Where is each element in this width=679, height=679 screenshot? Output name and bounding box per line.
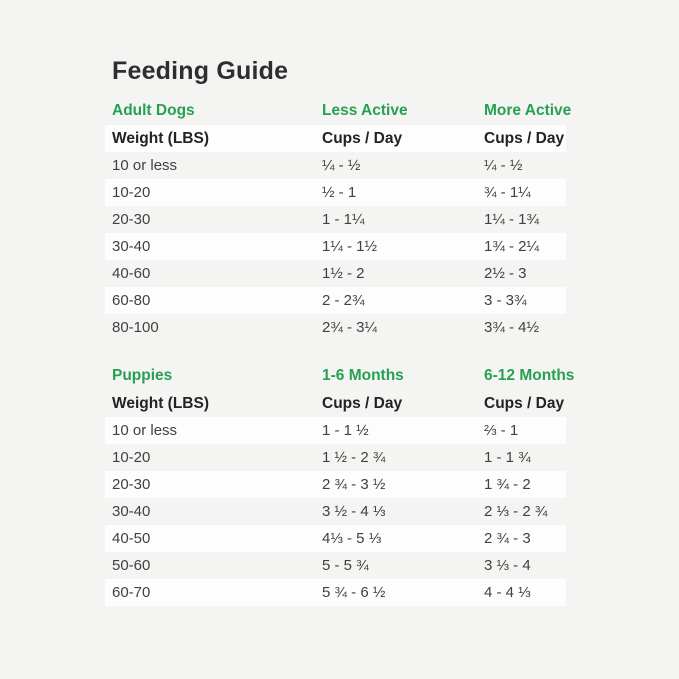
weight-cell: 30-40 bbox=[112, 503, 151, 520]
cups-cell-2: 1 - 1 ¾ bbox=[484, 449, 531, 466]
table-row: 30-40 1¼ - 1½ 1¾ - 2¼ bbox=[105, 233, 566, 260]
adult-dogs-activity-label-1: Less Active bbox=[322, 102, 408, 119]
weight-cell: 10 or less bbox=[112, 422, 178, 439]
weight-cell: 60-70 bbox=[112, 584, 151, 601]
cups-cell-2: 1¾ - 2¼ bbox=[484, 238, 540, 255]
table-row: 40-50 4⅓ - 5 ⅓ 2 ¾ - 3 bbox=[105, 525, 566, 552]
puppies-table: Puppies 1-6 Months 6-12 Months Weight (LBS)… bbox=[105, 367, 575, 606]
weight-cell: 80-100 bbox=[112, 319, 159, 336]
puppies-section-header-row: Puppies 1-6 Months 6-12 Months bbox=[105, 367, 575, 385]
cups-cell-2: ¾ - 1¼ bbox=[484, 184, 531, 201]
cups-cell-1: 5 - 5 ¾ bbox=[322, 557, 369, 574]
table-row: 10-20 ½ - 1 ¾ - 1¼ bbox=[105, 179, 566, 206]
cups-cell-2: 2 ¾ - 3 bbox=[484, 530, 531, 547]
weight-cell: 40-50 bbox=[112, 530, 151, 547]
table-row: 40-60 1½ - 2 2½ - 3 bbox=[105, 260, 566, 287]
cups-cell-2: 3 - 3¾ bbox=[484, 292, 527, 309]
adult-dogs-section-label: Adult Dogs bbox=[112, 102, 195, 119]
cups-cell-1: 2 ¾ - 3 ½ bbox=[322, 476, 386, 493]
cups-cell-2: 1¼ - 1¾ bbox=[484, 211, 540, 228]
adult-dogs-activity-label-2: More Active bbox=[484, 102, 572, 119]
table-row: 80-100 2¾ - 3¼ 3¾ - 4½ bbox=[105, 314, 566, 341]
adult-dogs-rows: Weight (LBS) Cups / Day Cups / Day 10 or le… bbox=[105, 125, 566, 341]
column-header-3: Cups / Day bbox=[484, 394, 565, 412]
weight-cell: 10-20 bbox=[112, 449, 151, 466]
cups-cell-2: 2½ - 3 bbox=[484, 265, 527, 282]
page-title: Feeding Guide bbox=[112, 57, 289, 85]
weight-cell: 40-60 bbox=[112, 265, 151, 282]
weight-cell: 10 or less bbox=[112, 157, 178, 174]
column-header-2: Cups / Day bbox=[322, 394, 403, 412]
column-header-1: Weight (LBS) bbox=[112, 394, 210, 412]
weight-cell: 20-30 bbox=[112, 211, 151, 228]
weight-cell: 10-20 bbox=[112, 184, 151, 201]
table-row: 10 or less 1 - 1 ½ ⅔ - 1 bbox=[105, 417, 566, 444]
cups-cell-1: 1¼ - 1½ bbox=[322, 238, 378, 255]
column-header-3: Cups / Day bbox=[484, 129, 565, 147]
cups-cell-1: 1 - 1¼ bbox=[322, 211, 365, 228]
table-row: 20-30 1 - 1¼ 1¼ - 1¾ bbox=[105, 206, 566, 233]
puppies-activity-label-2: 6-12 Months bbox=[484, 367, 575, 384]
column-header-1: Weight (LBS) bbox=[112, 129, 210, 147]
cups-cell-1: ¼ - ½ bbox=[322, 157, 361, 174]
tables: Adult Dogs Less Active More Active Weight (… bbox=[105, 102, 575, 606]
cups-cell-1: 2 - 2¾ bbox=[322, 292, 365, 309]
cups-cell-1: 1 - 1 ½ bbox=[322, 422, 369, 439]
table-row: 10-20 1 ½ - 2 ¾ 1 - 1 ¾ bbox=[105, 444, 566, 471]
cups-cell-1: 4⅓ - 5 ⅓ bbox=[322, 530, 382, 547]
cups-cell-2: 3 ⅓ - 4 bbox=[484, 557, 531, 574]
weight-cell: 20-30 bbox=[112, 476, 151, 493]
weight-cell: 30-40 bbox=[112, 238, 151, 255]
table-row: 60-80 2 - 2¾ 3 - 3¾ bbox=[105, 287, 566, 314]
table-row: 60-70 5 ¾ - 6 ½ 4 - 4 ⅓ bbox=[105, 579, 566, 606]
cups-cell-1: 5 ¾ - 6 ½ bbox=[322, 584, 386, 601]
table-row: 10 or less ¼ - ½ ¼ - ½ bbox=[105, 152, 566, 179]
puppies-activity-label-1: 1-6 Months bbox=[322, 367, 404, 384]
column-header-2: Cups / Day bbox=[322, 129, 403, 147]
puppies-section-label: Puppies bbox=[112, 367, 173, 384]
cups-cell-2: 3¾ - 4½ bbox=[484, 319, 540, 336]
cups-cell-2: ⅔ - 1 bbox=[484, 422, 519, 439]
adult-dogs-section-header-row: Adult Dogs Less Active More Active bbox=[105, 102, 572, 120]
cups-cell-2: 2 ⅓ - 2 ¾ bbox=[484, 503, 548, 520]
weight-cell: 50-60 bbox=[112, 557, 151, 574]
cups-cell-1: 1 ½ - 2 ¾ bbox=[322, 449, 386, 466]
weight-cell: 60-80 bbox=[112, 292, 151, 309]
table-row: 50-60 5 - 5 ¾ 3 ⅓ - 4 bbox=[105, 552, 566, 579]
content-area: Feeding Guide Adult Dogs Less Active More … bbox=[105, 57, 575, 606]
puppies-rows: Weight (LBS) Cups / Day Cups / Day 10 or le… bbox=[105, 390, 566, 606]
adult-dogs-table: Adult Dogs Less Active More Active Weight (… bbox=[105, 102, 572, 341]
cups-cell-2: 1 ¾ - 2 bbox=[484, 476, 531, 493]
cups-cell-1: 1½ - 2 bbox=[322, 265, 365, 282]
table-row: 30-40 3 ½ - 4 ⅓ 2 ⅓ - 2 ¾ bbox=[105, 498, 566, 525]
cups-cell-1: ½ - 1 bbox=[322, 184, 357, 201]
cups-cell-2: 4 - 4 ⅓ bbox=[484, 584, 531, 601]
adult-dogs-column-header-row: Weight (LBS) Cups / Day Cups / Day bbox=[105, 125, 566, 152]
cups-cell-2: ¼ - ½ bbox=[484, 157, 523, 174]
puppies-column-header-row: Weight (LBS) Cups / Day Cups / Day bbox=[105, 390, 566, 417]
cups-cell-1: 3 ½ - 4 ⅓ bbox=[322, 503, 386, 520]
cups-cell-1: 2¾ - 3¼ bbox=[322, 319, 378, 336]
table-row: 20-30 2 ¾ - 3 ½ 1 ¾ - 2 bbox=[105, 471, 566, 498]
